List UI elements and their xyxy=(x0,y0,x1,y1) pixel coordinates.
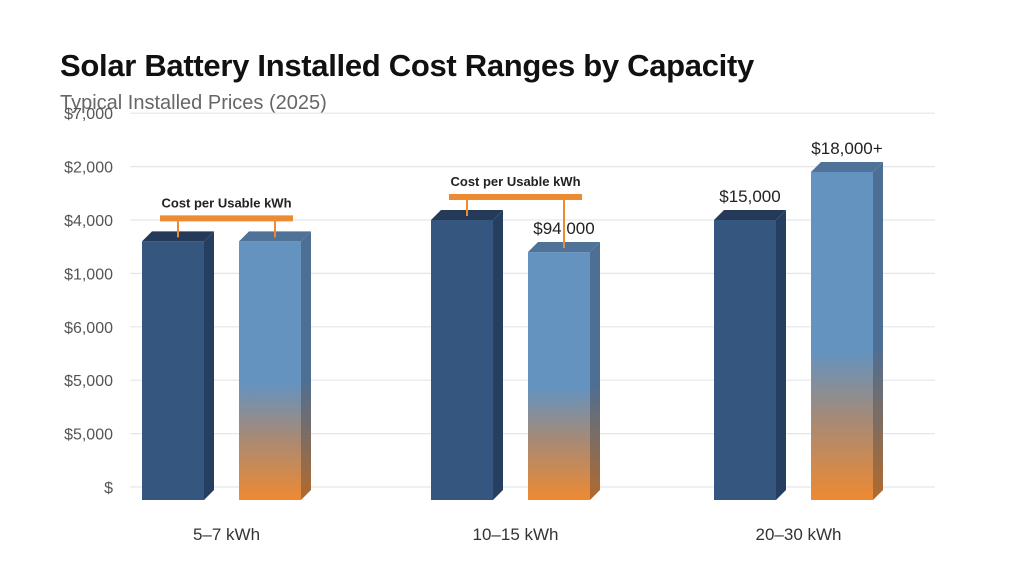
bar-side xyxy=(873,161,883,500)
bar xyxy=(239,241,301,501)
data-label: $18,000+ xyxy=(811,139,882,158)
annotation-bracket xyxy=(449,194,582,200)
annotation-label: Cost per Usable kWh xyxy=(161,195,291,210)
chart-subtitle: Typical Installed Prices (2025) xyxy=(60,92,327,114)
bar xyxy=(714,220,776,500)
bar-side xyxy=(204,231,214,501)
y-tick-label: $5,000 xyxy=(64,373,113,390)
bar-side xyxy=(776,210,786,500)
y-tick-label: $2,000 xyxy=(64,160,113,177)
y-tick-label: $6,000 xyxy=(64,320,113,337)
y-tick-label: $5,000 xyxy=(64,427,113,444)
bar-top xyxy=(714,210,786,220)
annotation-label: Cost per Usable kWh xyxy=(450,174,580,189)
x-tick-label: 20–30 kWh xyxy=(756,525,842,544)
bar xyxy=(811,171,873,500)
y-tick-label: $ xyxy=(104,480,113,497)
bar xyxy=(142,241,204,501)
bar-side xyxy=(493,210,503,500)
y-tick-label: $4,000 xyxy=(64,213,113,230)
annotation-bracket xyxy=(160,215,293,222)
bar-side xyxy=(590,242,600,501)
chart-title: Solar Battery Installed Cost Ranges by C… xyxy=(60,48,754,83)
bar-side xyxy=(301,231,311,501)
bar-top xyxy=(811,161,883,172)
x-tick-label: 10–15 kWh xyxy=(473,525,559,544)
data-label: $15,000 xyxy=(719,187,780,206)
y-tick-label: $1,000 xyxy=(64,266,113,283)
bar xyxy=(431,220,493,500)
y-tick-label: $7,000 xyxy=(64,106,113,123)
x-tick-label: 5–7 kWh xyxy=(193,525,260,544)
bar xyxy=(528,252,590,500)
